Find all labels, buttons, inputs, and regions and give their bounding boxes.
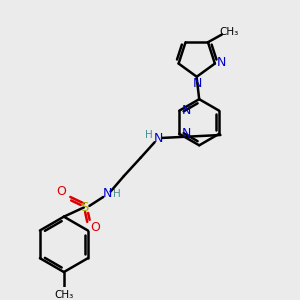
Text: H: H: [145, 130, 153, 140]
Text: N: N: [181, 127, 191, 140]
Text: CH₃: CH₃: [54, 290, 74, 300]
Text: O: O: [90, 221, 100, 234]
Text: CH₃: CH₃: [220, 27, 239, 37]
Text: O: O: [56, 185, 66, 198]
Text: N: N: [217, 56, 226, 68]
Text: N: N: [154, 132, 164, 145]
Text: N: N: [181, 104, 191, 117]
Text: H: H: [113, 189, 121, 199]
Text: S: S: [80, 201, 88, 214]
Text: N: N: [102, 188, 112, 200]
Text: N: N: [193, 77, 202, 90]
